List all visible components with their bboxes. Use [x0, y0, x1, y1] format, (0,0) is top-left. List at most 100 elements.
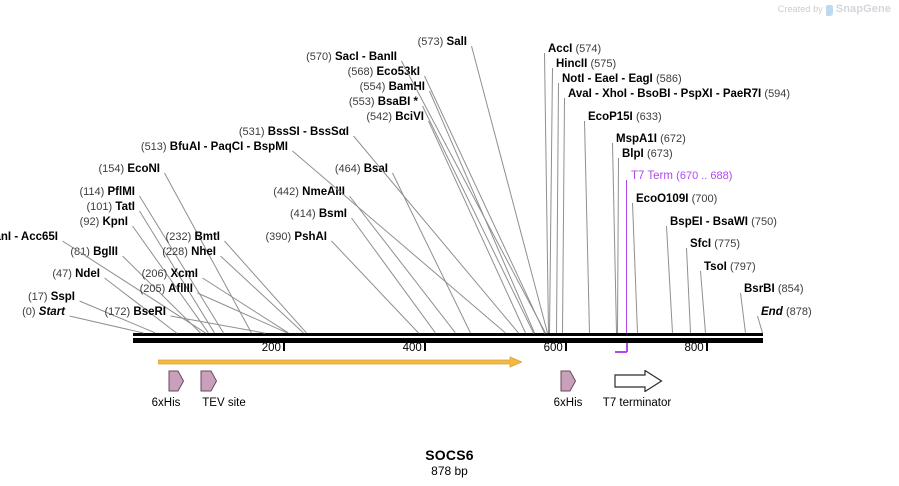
enzyme-label[interactable]: (205) AflIII — [140, 283, 193, 295]
enzyme-name: SacI - BanII — [335, 51, 397, 63]
enzyme-name: PshAI — [294, 231, 327, 243]
enzyme-name: BciVI — [395, 111, 424, 123]
ruler-tick — [423, 343, 426, 351]
enzyme-label[interactable]: NotI - EaeI - EagI (586) — [562, 73, 682, 85]
enzyme-label[interactable]: (114) PflMI — [79, 186, 135, 198]
enzyme-position: (570) — [306, 51, 332, 63]
enzyme-label[interactable]: (81) BglII — [70, 246, 118, 258]
enzyme-label[interactable]: BlpI (673) — [622, 148, 673, 160]
enzyme-label[interactable]: BsrBI (854) — [744, 283, 804, 295]
enzyme-label[interactable]: (573) SalI — [418, 36, 467, 48]
enzyme-name: AccI — [548, 43, 573, 55]
enzyme-position: (114) — [79, 186, 105, 198]
enzyme-label[interactable]: BspEI - BsaWI (750) — [670, 216, 777, 228]
feature-caption: 6xHis — [151, 397, 181, 409]
enzyme-label[interactable]: (542) BciVI — [366, 111, 424, 123]
enzyme-label[interactable]: TsoI (797) — [704, 261, 756, 273]
page-title: SOCS6 — [425, 447, 474, 463]
enzyme-leader-line — [349, 195, 456, 334]
enzyme-name: HincII — [556, 58, 588, 70]
enzyme-position: (464) — [334, 163, 361, 175]
enzyme-label[interactable]: MspA1I (672) — [616, 133, 686, 145]
enzyme-name: Start — [38, 306, 65, 318]
enzyme-leader-line — [666, 225, 673, 334]
enzyme-leader-line — [544, 52, 549, 333]
enzyme-label[interactable]: (414) BsmI — [290, 208, 347, 220]
enzyme-name: NmeAIII — [302, 186, 345, 198]
enzyme-position: (854) — [777, 283, 804, 295]
enzyme-label[interactable]: AccI (574) — [548, 43, 601, 55]
enzyme-name: SspI — [50, 291, 75, 303]
enzyme-label[interactable]: EcoP15I (633) — [588, 111, 662, 123]
enzyme-position: (154) — [98, 163, 125, 175]
enzyme-name: BmtI — [194, 231, 220, 243]
enzyme-leader-line — [686, 247, 691, 334]
snapgene-logo-icon — [825, 4, 833, 16]
feature-arrow-tev-site[interactable] — [200, 370, 219, 392]
enzyme-leader-line — [428, 120, 526, 334]
enzyme-label[interactable]: End (878) — [761, 306, 812, 318]
enzyme-label[interactable]: (92) KpnI — [80, 216, 128, 228]
enzyme-label[interactable]: (232) BmtI — [166, 231, 220, 243]
enzyme-label[interactable]: (154) EcoNI — [99, 163, 160, 175]
enzyme-position: (205) — [139, 283, 166, 295]
enzyme-name: TsoI — [704, 261, 727, 273]
enzyme-position: (513) — [140, 141, 167, 153]
enzyme-position: (0) — [22, 306, 36, 318]
enzyme-leader-line — [617, 157, 619, 333]
enzyme-label[interactable]: (513) BfuAI - PaqCI - BspMI — [141, 141, 288, 153]
feature-arrow-6xhis[interactable] — [560, 370, 578, 392]
enzyme-position: (228) — [162, 246, 188, 258]
enzyme-label[interactable]: SfcI (775) — [690, 238, 740, 250]
enzyme-label[interactable]: (390) PshAI — [266, 231, 327, 243]
feature-label-t7-term[interactable]: T7 Term (670 .. 688) — [631, 170, 732, 182]
feature-arrow-6xhis[interactable] — [168, 370, 186, 392]
enzyme-label[interactable]: EcoO109I (700) — [636, 193, 717, 205]
enzyme-position: (47) — [52, 268, 72, 280]
enzyme-label[interactable]: (17) SspI — [28, 291, 75, 303]
enzyme-leader-line — [562, 97, 565, 333]
feature-bracket-horizontal — [615, 351, 627, 353]
enzyme-label[interactable]: (228) NheI — [162, 246, 216, 258]
enzyme-label[interactable]: (0) Start — [22, 306, 65, 318]
enzyme-leader-line — [331, 240, 419, 334]
enzyme-position: (531) — [238, 126, 265, 138]
feature-caption: 6xHis — [553, 397, 583, 409]
enzyme-label[interactable]: HincII (575) — [556, 58, 616, 70]
enzyme-label[interactable]: (464) BsaI — [335, 163, 388, 175]
enzyme-label[interactable]: (88) BanI - Acc65I — [0, 231, 58, 243]
enzyme-position: (586) — [655, 73, 682, 85]
enzyme-name: BsrBI — [744, 283, 775, 295]
enzyme-label[interactable]: (47) NdeI — [52, 268, 100, 280]
snapgene-watermark: Created by SnapGene — [778, 3, 891, 16]
ruler-label: 400 — [402, 342, 422, 354]
enzyme-name: BsaBI * — [377, 96, 418, 108]
feature-arrow-t7-terminator[interactable] — [614, 370, 664, 392]
enzyme-position: (206) — [141, 268, 168, 280]
enzyme-position: (542) — [366, 111, 393, 123]
enzyme-position: (172) — [104, 306, 131, 318]
enzyme-name: EcoO109I — [636, 193, 689, 205]
enzyme-position: (575) — [590, 58, 617, 70]
enzyme-name: EcoNI — [127, 163, 160, 175]
ruler-label: 200 — [261, 342, 281, 354]
enzyme-name: MspA1I — [616, 133, 657, 145]
feature-caption: T7 terminator — [602, 397, 672, 409]
enzyme-label[interactable]: (553) BsaBI * — [349, 96, 418, 108]
enzyme-label[interactable]: (206) XcmI — [142, 268, 198, 280]
ruler-tick — [282, 343, 285, 351]
enzyme-label[interactable]: (442) NmeAIII — [273, 186, 345, 198]
ruler-label: 600 — [543, 342, 563, 354]
enzyme-label[interactable]: (172) BseRI — [105, 306, 167, 318]
enzyme-name: BanI - Acc65I — [0, 231, 58, 243]
enzyme-label[interactable]: (570) SacI - BanII — [306, 51, 397, 63]
enzyme-leader-line — [549, 67, 553, 334]
enzyme-label[interactable]: (101) TatI — [87, 201, 135, 213]
enzyme-label[interactable]: AvaI - XhoI - BsoBI - PspXI - PaeR7I (59… — [568, 88, 790, 100]
enzyme-name: Eco53kI — [376, 66, 420, 78]
enzyme-position: (17) — [27, 291, 48, 303]
enzyme-label[interactable]: (531) BssSI - BssSαI — [239, 126, 349, 138]
orf-arrow[interactable] — [158, 356, 522, 368]
enzyme-name: NdeI — [75, 268, 100, 280]
